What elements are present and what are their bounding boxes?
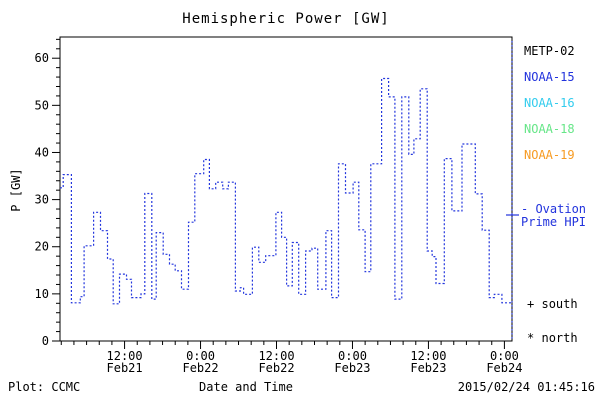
- legend-ovation-label: - Ovation Prime HPI: [521, 203, 586, 229]
- legend-item-noaa18: NOAA-18: [524, 122, 575, 136]
- x-axis-label: Date and Time: [199, 380, 293, 394]
- legend-item-noaa16: NOAA-16: [524, 96, 575, 110]
- chart-title: Hemispheric Power [GW]: [182, 11, 390, 27]
- legend-ovation-line1: - Ovation: [521, 202, 587, 216]
- hpi-step-line: [60, 77, 512, 305]
- asterisk-marker-icon: *: [527, 331, 535, 345]
- svg-text:50: 50: [35, 98, 49, 112]
- legend-item-noaa19: NOAA-19: [524, 148, 575, 162]
- svg-text:0: 0: [42, 334, 49, 348]
- south-marker-label: south: [541, 297, 578, 311]
- legend-south-marker: + south: [527, 297, 578, 311]
- legend-north-marker: * north: [527, 331, 578, 345]
- svg-text:10: 10: [35, 287, 49, 301]
- svg-text:40: 40: [35, 145, 49, 159]
- y-axis-label: P [GW]: [9, 168, 23, 212]
- legend-item-metp02: METP-02: [524, 44, 575, 58]
- svg-text:60: 60: [35, 51, 49, 65]
- svg-text:30: 30: [35, 193, 49, 207]
- legend-ovation-line2: Prime HPI: [521, 215, 587, 229]
- tick-labels: 0 10 20 30 40 50 60 12:00 Feb21 0:00 Feb22 12:00 Feb…: [35, 51, 523, 375]
- svg-text:20: 20: [35, 240, 49, 254]
- plot-source-label: Plot: CCMC: [8, 380, 81, 394]
- north-marker-label: north: [541, 331, 578, 345]
- axes: [52, 36, 513, 349]
- plus-marker-icon: +: [527, 297, 535, 311]
- legend-item-noaa15: NOAA-15: [524, 70, 575, 84]
- timestamp-label: 2015/02/24 01:45:16: [457, 380, 595, 394]
